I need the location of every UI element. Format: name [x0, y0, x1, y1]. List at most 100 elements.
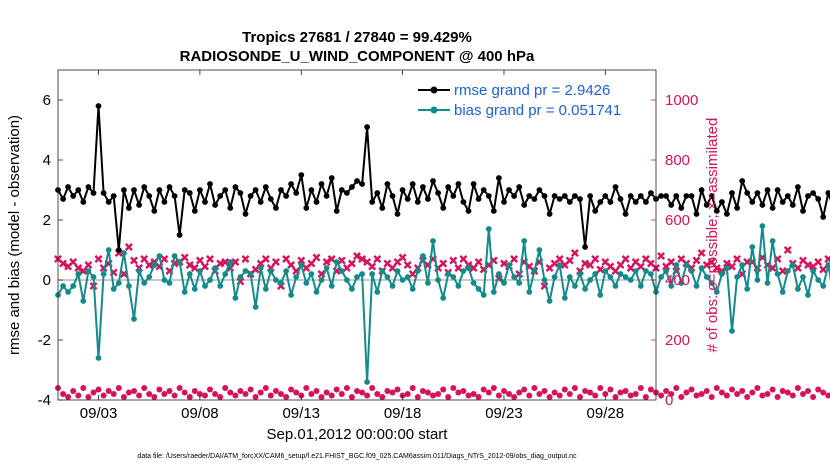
- obs-possible-point-132: [723, 392, 730, 399]
- obs-possible-point-98: [551, 389, 558, 396]
- y-right-tick-label-2: 400: [665, 272, 690, 289]
- series-0-point-2: [65, 184, 71, 190]
- series-1-point-133: [729, 328, 735, 334]
- series-1-point-113: [627, 277, 634, 283]
- series-0-point-15: [131, 187, 137, 193]
- series-1-point-21: [161, 277, 168, 283]
- obs-possible-point-25: [181, 389, 188, 396]
- obs-possible-point-93: [526, 392, 533, 399]
- obs-assimilated-point-105: [586, 261, 595, 269]
- series-0-point-145: [789, 202, 796, 208]
- obs-possible-point-75: [435, 391, 442, 397]
- series-0-point-23: [171, 193, 178, 199]
- obs-possible-point-47: [293, 389, 300, 396]
- series-0-point-126: [693, 211, 700, 217]
- x-tick-label-2: 09/13: [282, 405, 320, 422]
- obs-possible-point-2: [65, 394, 72, 400]
- series-1-point-48: [298, 262, 305, 268]
- obs-possible-point-5: [80, 385, 87, 391]
- obs-possible-point-107: [597, 385, 604, 391]
- obs-possible-point-138: [754, 385, 761, 391]
- series-0-point-69: [404, 196, 411, 202]
- series-0-point-56: [338, 187, 345, 193]
- obs-possible-point-26: [186, 394, 193, 400]
- series-0-point-59: [354, 178, 360, 184]
- obs-possible-point-120: [663, 388, 670, 394]
- series-1-point-66: [389, 283, 396, 289]
- series-0-point-24: [176, 232, 183, 238]
- series-1-point-69: [404, 274, 411, 280]
- series-1-point-114: [632, 268, 639, 274]
- series-1-point-122: [673, 262, 680, 268]
- series-1-point-94: [531, 268, 538, 274]
- series-1-point-78: [450, 274, 457, 280]
- obs-possible-point-38: [247, 386, 254, 393]
- series-0-point-90: [511, 193, 517, 199]
- series-0-point-122: [673, 193, 680, 199]
- series-1-point-93: [526, 289, 533, 295]
- series-0-point-94: [531, 196, 538, 202]
- series-0-point-7: [90, 190, 97, 196]
- series-1-point-30: [207, 277, 213, 283]
- series-1-point-107: [597, 292, 604, 298]
- series-1-point-54: [328, 283, 335, 289]
- series-0-point-4: [75, 187, 82, 193]
- obs-possible-point-46: [288, 386, 295, 393]
- obs-assimilated-point-46: [287, 261, 296, 269]
- y-right-tick-label-5: 1000: [665, 92, 698, 109]
- series-0-point-148: [805, 193, 811, 199]
- obs-possible-point-136: [744, 394, 751, 400]
- series-1-point-74: [430, 238, 436, 244]
- series-1-point-129: [708, 280, 715, 286]
- series-1-point-8: [95, 355, 102, 361]
- obs-possible-point-128: [703, 388, 710, 394]
- obs-possible-point-1: [60, 391, 67, 397]
- y-right-tick-label-3: 600: [665, 212, 690, 229]
- series-0-point-44: [278, 187, 284, 193]
- obs-assimilated-point-21: [160, 255, 169, 263]
- obs-assimilated-point-110: [611, 267, 620, 275]
- series-0-point-46: [288, 181, 294, 187]
- obs-assimilated-point-62: [368, 262, 377, 271]
- obs-possible-point-86: [490, 385, 497, 391]
- series-0-point-42: [267, 196, 274, 202]
- obs-possible-point-29: [202, 392, 208, 399]
- series-1-point-88: [501, 280, 507, 286]
- x-tick-label-1: 09/08: [181, 405, 219, 422]
- series-1-point-40: [257, 265, 264, 271]
- series-0-point-101: [566, 199, 573, 205]
- obs-possible-point-71: [414, 394, 421, 400]
- series-1-point-102: [572, 283, 578, 289]
- obs-assimilated-point-53: [322, 258, 331, 266]
- series-1-point-56: [338, 268, 345, 274]
- series-1-point-146: [795, 286, 801, 292]
- series-1-point-80: [460, 268, 467, 274]
- series-1-point-7: [90, 274, 97, 280]
- obs-possible-point-12: [115, 385, 122, 391]
- series-1-point-62: [369, 271, 376, 277]
- series-0-point-143: [779, 199, 786, 205]
- series-1-point-57: [344, 277, 350, 283]
- obs-possible-point-119: [658, 392, 665, 399]
- series-0-point-93: [526, 193, 533, 199]
- series-1-point-135: [739, 262, 746, 268]
- obs-assimilated-point-119: [657, 252, 666, 260]
- series-1-point-46: [288, 292, 294, 298]
- series-1-point-50: [308, 271, 315, 277]
- series-0-point-130: [713, 208, 720, 214]
- series-0-point-81: [465, 208, 472, 214]
- series-0-point-10: [105, 199, 112, 205]
- obs-assimilated-point-70: [408, 270, 417, 278]
- series-0-point-61: [364, 124, 370, 130]
- series-1-point-31: [212, 265, 219, 271]
- obs-possible-point-109: [607, 386, 614, 393]
- series-0-point-108: [602, 193, 609, 199]
- obs-possible-point-34: [227, 389, 234, 396]
- series-1-point-20: [156, 253, 163, 259]
- obs-assimilated-point-133: [728, 262, 736, 271]
- obs-possible-point-14: [125, 389, 132, 396]
- obs-assimilated-point-25: [180, 253, 189, 262]
- series-1-point-89: [506, 262, 512, 268]
- series-1-point-13: [121, 250, 127, 256]
